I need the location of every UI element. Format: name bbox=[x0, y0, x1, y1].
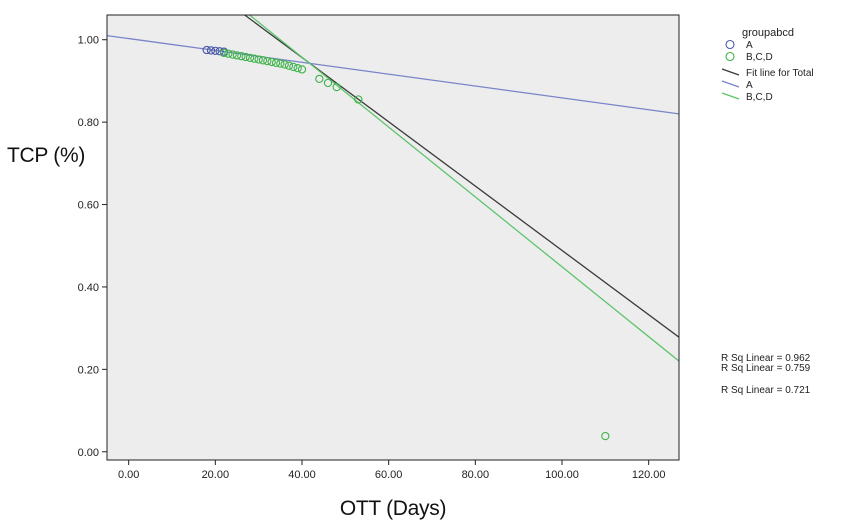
y-axis: 0.00 0.20 0.40 0.60 0.80 1.00 bbox=[78, 35, 107, 459]
data-point-bcd bbox=[276, 59, 285, 68]
fit-line-total bbox=[243, 15, 679, 338]
data-point-bcd bbox=[263, 56, 272, 66]
x-tick-label: 80.00 bbox=[462, 469, 490, 481]
data-point-bcd bbox=[228, 50, 237, 59]
data-point-bcd bbox=[354, 95, 363, 104]
legend-line-swatch bbox=[721, 92, 740, 100]
y-tick-label: 0.60 bbox=[78, 200, 99, 212]
legend-label: A bbox=[746, 40, 753, 51]
data-point-bcd bbox=[297, 65, 307, 74]
legend-label: A bbox=[746, 80, 753, 91]
data-point-bcd bbox=[267, 57, 276, 67]
data-points bbox=[202, 45, 610, 441]
x-tick-label: 60.00 bbox=[375, 469, 403, 481]
legend-marker-bcd bbox=[725, 51, 735, 62]
data-point-a bbox=[202, 45, 211, 55]
r-squared-annotations: R Sq Linear = 0.962 R Sq Linear = 0.759 … bbox=[721, 353, 811, 396]
data-point-bcd bbox=[224, 49, 233, 58]
x-tick-label: 20.00 bbox=[202, 469, 230, 481]
data-point-bcd bbox=[237, 52, 246, 61]
data-point-bcd bbox=[241, 52, 250, 62]
data-point-bcd bbox=[250, 54, 259, 63]
y-tick-label: 0.00 bbox=[78, 447, 99, 459]
data-point-bcd bbox=[258, 56, 268, 65]
fit-lines bbox=[107, 15, 679, 362]
legend-marker-a bbox=[725, 39, 735, 50]
fit-line-a bbox=[107, 34, 679, 115]
data-point-bcd bbox=[219, 48, 229, 58]
data-point-bcd bbox=[245, 53, 255, 63]
data-point-bcd bbox=[323, 78, 333, 88]
rsq-annotation-a: R Sq Linear = 0.759 bbox=[721, 363, 811, 374]
legend-line-swatch bbox=[721, 68, 740, 76]
data-point-bcd bbox=[315, 74, 324, 84]
x-axis: 0.00 20.00 40.00 60.00 80.00 100.00 120.00 bbox=[118, 460, 666, 481]
fit-line-bcd bbox=[248, 15, 679, 362]
data-point-bcd bbox=[254, 55, 263, 64]
legend-label: B,C,D bbox=[746, 52, 773, 63]
x-tick-label: 0.00 bbox=[118, 469, 139, 481]
y-axis-title: TCP (%) bbox=[7, 144, 85, 167]
plot-background bbox=[107, 15, 679, 460]
y-tick-label: 1.00 bbox=[78, 35, 99, 47]
x-tick-label: 120.00 bbox=[632, 469, 666, 481]
legend-label: Fit line for Total bbox=[746, 68, 814, 79]
data-point-bcd bbox=[271, 58, 281, 67]
data-point-bcd bbox=[332, 82, 341, 92]
y-tick-label: 0.40 bbox=[78, 282, 99, 294]
data-point-bcd bbox=[289, 62, 298, 72]
legend-label: B,C,D bbox=[746, 92, 773, 103]
x-tick-label: 100.00 bbox=[545, 469, 579, 481]
x-axis-title: OTT (Days) bbox=[340, 497, 446, 520]
data-point-bcd bbox=[280, 60, 289, 69]
legend-line-swatch bbox=[721, 80, 740, 88]
data-point-a bbox=[215, 47, 224, 56]
data-point-bcd bbox=[284, 61, 294, 70]
rsq-annotation-bcd: R Sq Linear = 0.721 bbox=[721, 385, 811, 396]
data-point-bcd bbox=[232, 51, 242, 60]
y-tick-label: 0.20 bbox=[78, 364, 99, 376]
plot-frame bbox=[106, 14, 680, 461]
data-point-bcd bbox=[601, 431, 610, 441]
data-point-a bbox=[211, 46, 220, 55]
y-tick-label: 0.80 bbox=[78, 117, 99, 129]
legend-title: groupabcd bbox=[742, 27, 794, 39]
data-point-a bbox=[206, 46, 216, 55]
data-point-bcd bbox=[293, 64, 302, 73]
rsq-annotation-total: R Sq Linear = 0.962 bbox=[721, 353, 811, 364]
x-tick-label: 40.00 bbox=[288, 469, 316, 481]
